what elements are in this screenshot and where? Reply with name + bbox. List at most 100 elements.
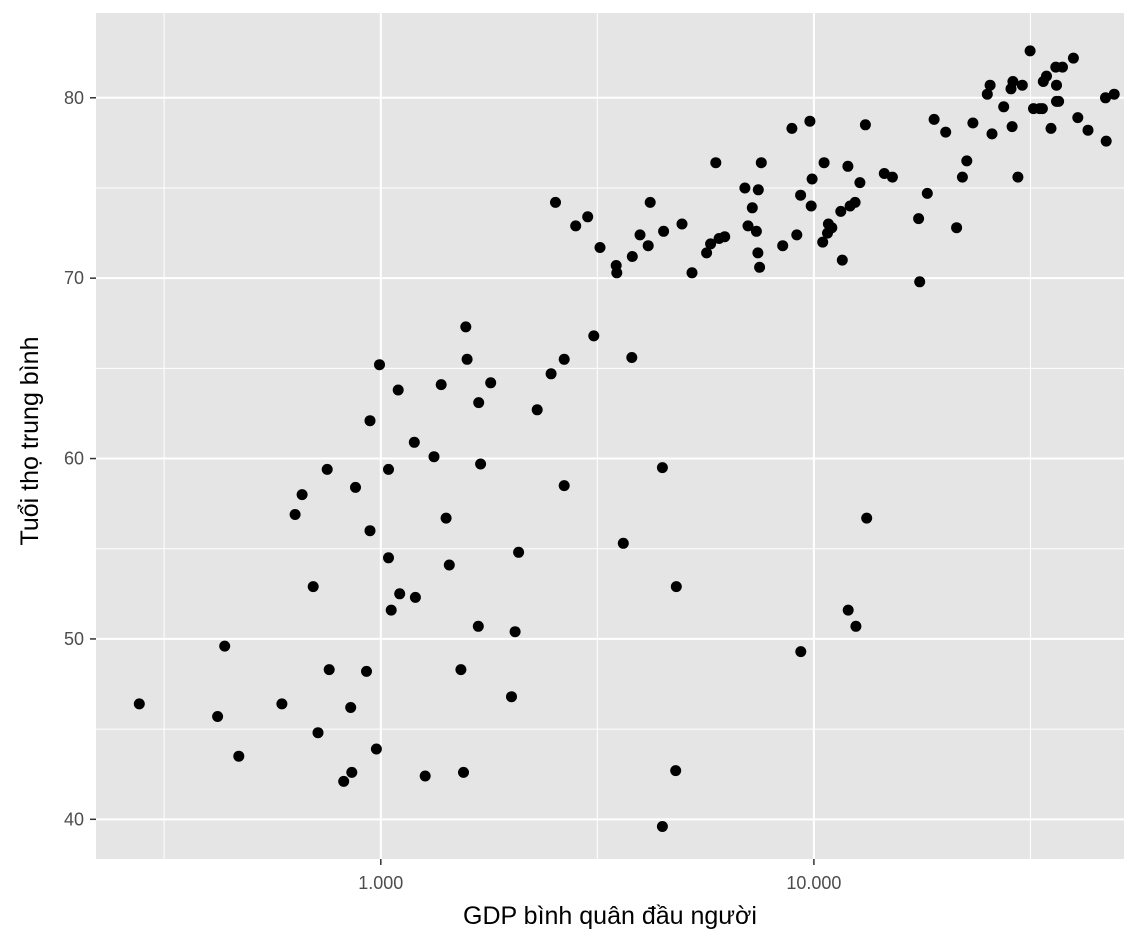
data-point [1036, 103, 1048, 115]
data-point [859, 119, 871, 131]
data-point [296, 489, 308, 501]
data-point [805, 200, 817, 212]
data-point [513, 546, 525, 558]
data-point [804, 115, 816, 127]
data-point [364, 415, 376, 427]
data-point [817, 236, 829, 248]
data-point [754, 261, 766, 273]
data-point [443, 559, 455, 571]
data-point [701, 247, 713, 259]
data-point [1006, 121, 1018, 133]
data-point [670, 581, 682, 593]
data-point [786, 122, 798, 134]
data-point [361, 665, 372, 677]
data-point [455, 664, 467, 676]
data-point [854, 177, 866, 189]
data-point [913, 213, 925, 225]
data-point [842, 604, 854, 616]
data-point [461, 353, 473, 365]
data-point [219, 640, 231, 652]
data-point [806, 173, 818, 185]
data-point [617, 537, 629, 549]
data-point [818, 157, 830, 169]
data-point [276, 698, 288, 710]
y-tick-label: 40 [64, 809, 84, 829]
data-point [886, 171, 898, 183]
data-point [1072, 112, 1084, 124]
data-point [392, 384, 404, 396]
y-tick-label: 60 [64, 449, 84, 469]
data-point [656, 462, 668, 474]
data-point [394, 588, 406, 600]
data-point [212, 711, 224, 722]
data-point [345, 702, 357, 713]
minor-gridlines [96, 13, 1124, 859]
data-point [321, 463, 333, 475]
data-point [777, 240, 789, 252]
data-point [582, 211, 594, 223]
data-point [644, 196, 656, 208]
data-point [1053, 95, 1065, 107]
data-point [1051, 79, 1062, 91]
data-point [1012, 171, 1024, 183]
data-point [550, 196, 561, 208]
major-gridlines [96, 13, 1124, 859]
data-point [370, 743, 382, 755]
data-point [475, 458, 487, 470]
data-point [742, 220, 754, 232]
data-point [752, 247, 764, 259]
data-point [312, 727, 324, 739]
data-point [984, 79, 996, 91]
data-point [594, 242, 606, 253]
data-point [850, 620, 862, 632]
data-point [1082, 124, 1094, 136]
data-point [746, 202, 758, 214]
data-point [791, 229, 803, 241]
data-point [1041, 70, 1052, 82]
data-point [1007, 76, 1019, 87]
data-point [849, 196, 861, 208]
data-point [383, 552, 394, 564]
y-tick-label: 80 [64, 88, 84, 108]
data-point [338, 775, 350, 787]
data-point [1108, 88, 1120, 100]
data-point [545, 368, 557, 380]
data-point [350, 481, 361, 493]
data-point [1024, 45, 1036, 57]
data-point [670, 765, 682, 777]
data-point [383, 463, 394, 475]
data-point [1100, 135, 1112, 147]
data-point [1100, 92, 1111, 104]
data-point [374, 359, 385, 371]
data-point [588, 330, 600, 342]
data-point [752, 184, 764, 196]
data-point [611, 267, 623, 279]
data-point [739, 182, 751, 194]
data-point [986, 128, 998, 140]
y-tick-label: 70 [64, 268, 84, 288]
data-point [307, 581, 319, 593]
data-point [626, 352, 638, 363]
data-points [133, 45, 1120, 832]
data-point [634, 229, 646, 241]
data-point [506, 691, 517, 703]
data-point [458, 766, 469, 778]
data-point [323, 664, 335, 676]
data-point [473, 397, 485, 409]
data-point [570, 220, 582, 232]
data-point [686, 267, 698, 279]
data-point [509, 626, 521, 638]
data-point [558, 353, 570, 365]
x-tick-label: 10.000 [786, 873, 841, 893]
data-point [676, 218, 688, 230]
data-point [914, 276, 926, 288]
data-point [642, 240, 654, 252]
data-point [951, 222, 963, 234]
data-point [998, 101, 1010, 113]
data-point [981, 88, 993, 100]
data-point [233, 750, 245, 762]
data-point [836, 254, 848, 266]
data-point [428, 451, 440, 463]
data-point [1057, 61, 1068, 73]
